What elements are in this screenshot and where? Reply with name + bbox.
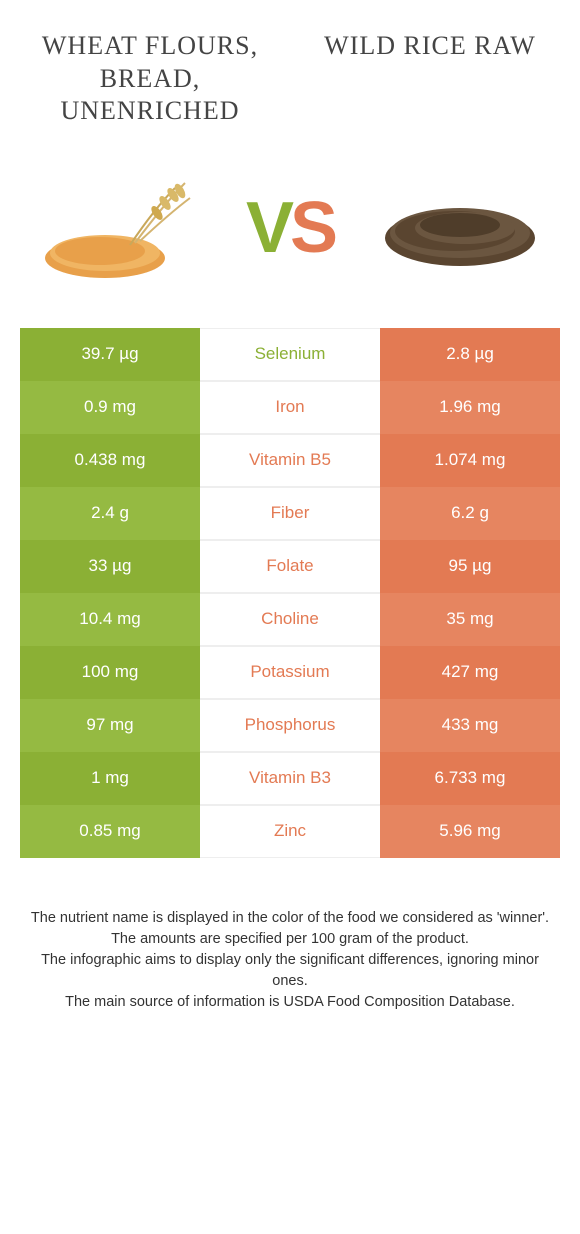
rice-image (370, 168, 550, 288)
cell-nutrient-label: Phosphorus (200, 699, 380, 752)
cell-right-value: 427 mg (380, 646, 560, 699)
cell-nutrient-label: Fiber (200, 487, 380, 540)
cell-left-value: 10.4 mg (20, 593, 200, 646)
cell-left-value: 100 mg (20, 646, 200, 699)
cell-right-value: 1.96 mg (380, 381, 560, 434)
cell-left-value: 1 mg (20, 752, 200, 805)
table-row: 97 mgPhosphorus433 mg (20, 699, 560, 752)
wheat-image (30, 168, 210, 288)
header: WHEAT FLOURS, BREAD, UNENRICHED WILD RIC… (0, 0, 580, 148)
footer-line-1: The nutrient name is displayed in the co… (30, 908, 550, 929)
cell-right-value: 6.2 g (380, 487, 560, 540)
table-row: 10.4 mgCholine35 mg (20, 593, 560, 646)
cell-left-value: 97 mg (20, 699, 200, 752)
cell-left-value: 0.9 mg (20, 381, 200, 434)
vs-s: S (290, 188, 334, 268)
cell-nutrient-label: Vitamin B3 (200, 752, 380, 805)
cell-right-value: 5.96 mg (380, 805, 560, 858)
cell-left-value: 0.85 mg (20, 805, 200, 858)
footer-line-2: The amounts are specified per 100 gram o… (30, 929, 550, 950)
cell-left-value: 33 µg (20, 540, 200, 593)
cell-left-value: 39.7 µg (20, 328, 200, 381)
cell-nutrient-label: Choline (200, 593, 380, 646)
cell-right-value: 6.733 mg (380, 752, 560, 805)
cell-nutrient-label: Selenium (200, 328, 380, 381)
table-row: 0.85 mgZinc5.96 mg (20, 805, 560, 858)
cell-nutrient-label: Potassium (200, 646, 380, 699)
images-row: VS (0, 148, 580, 328)
cell-left-value: 2.4 g (20, 487, 200, 540)
table-row: 0.9 mgIron1.96 mg (20, 381, 560, 434)
table-row: 2.4 gFiber6.2 g (20, 487, 560, 540)
cell-right-value: 2.8 µg (380, 328, 560, 381)
vs-label: VS (246, 187, 334, 269)
vs-v: V (246, 188, 290, 268)
food-left-title: WHEAT FLOURS, BREAD, UNENRICHED (30, 30, 270, 128)
table-row: 0.438 mgVitamin B51.074 mg (20, 434, 560, 487)
table-row: 1 mgVitamin B36.733 mg (20, 752, 560, 805)
cell-nutrient-label: Folate (200, 540, 380, 593)
cell-right-value: 95 µg (380, 540, 560, 593)
cell-left-value: 0.438 mg (20, 434, 200, 487)
cell-nutrient-label: Iron (200, 381, 380, 434)
footer-notes: The nutrient name is displayed in the co… (0, 858, 580, 1013)
cell-nutrient-label: Vitamin B5 (200, 434, 380, 487)
table-row: 33 µgFolate95 µg (20, 540, 560, 593)
table-row: 39.7 µgSelenium2.8 µg (20, 328, 560, 381)
comparison-table: 39.7 µgSelenium2.8 µg0.9 mgIron1.96 mg0.… (20, 328, 560, 858)
cell-right-value: 1.074 mg (380, 434, 560, 487)
footer-line-3: The infographic aims to display only the… (30, 950, 550, 992)
footer-line-4: The main source of information is USDA F… (30, 992, 550, 1013)
food-right-title: WILD RICE RAW (310, 30, 550, 128)
cell-right-value: 433 mg (380, 699, 560, 752)
cell-nutrient-label: Zinc (200, 805, 380, 858)
cell-right-value: 35 mg (380, 593, 560, 646)
table-row: 100 mgPotassium427 mg (20, 646, 560, 699)
